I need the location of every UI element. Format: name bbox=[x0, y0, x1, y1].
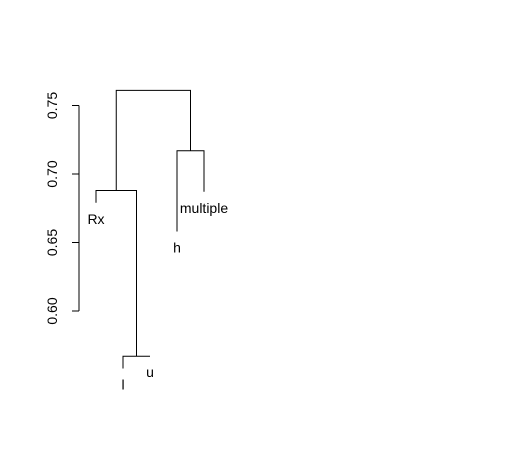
dendrogram-tree bbox=[96, 90, 204, 368]
y-tick-label: 0.75 bbox=[44, 92, 60, 119]
leaf-label: h bbox=[173, 240, 181, 256]
dendrogram-branch bbox=[116, 90, 190, 190]
leaf-label: l bbox=[121, 377, 124, 393]
y-tick-label: 0.70 bbox=[44, 160, 60, 187]
leaf-label: u bbox=[146, 364, 154, 380]
leaf-label: multiple bbox=[180, 200, 228, 216]
y-tick-label: 0.65 bbox=[44, 229, 60, 256]
y-axis: 0.60 0.65 0.70 0.75 bbox=[44, 92, 79, 325]
leaf-label: Rx bbox=[87, 211, 104, 227]
leaf-labels: Rx l u h multiple bbox=[87, 200, 228, 393]
dendrogram-branch bbox=[177, 151, 204, 232]
y-tick-label: 0.60 bbox=[44, 297, 60, 324]
